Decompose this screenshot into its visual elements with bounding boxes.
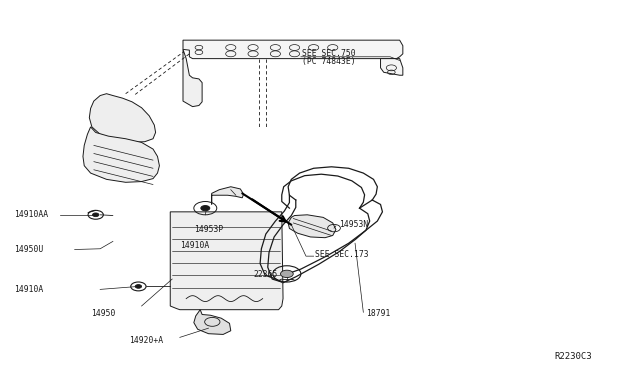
- Polygon shape: [83, 127, 159, 182]
- Polygon shape: [170, 212, 283, 310]
- Polygon shape: [183, 40, 403, 59]
- Polygon shape: [183, 49, 202, 107]
- Text: 14910A: 14910A: [14, 285, 44, 294]
- Polygon shape: [212, 187, 244, 205]
- Text: 14910A: 14910A: [180, 241, 209, 250]
- Polygon shape: [90, 94, 156, 142]
- Text: SEE SEC.750: SEE SEC.750: [302, 49, 356, 58]
- Text: 18791: 18791: [366, 309, 390, 318]
- Text: (PC 74843E): (PC 74843E): [302, 57, 356, 66]
- Text: 14953P: 14953P: [194, 225, 223, 234]
- Text: 14950U: 14950U: [14, 245, 44, 254]
- Circle shape: [201, 206, 210, 211]
- Text: 14953N: 14953N: [339, 220, 369, 229]
- Polygon shape: [381, 59, 403, 75]
- Text: R2230C3: R2230C3: [554, 352, 592, 361]
- Circle shape: [280, 270, 293, 278]
- Circle shape: [93, 213, 99, 217]
- Polygon shape: [194, 310, 231, 334]
- Text: 14920+A: 14920+A: [129, 336, 163, 345]
- Polygon shape: [288, 215, 336, 238]
- Circle shape: [135, 285, 141, 288]
- Text: SEE SEC.173: SEE SEC.173: [315, 250, 369, 259]
- Text: 22365: 22365: [253, 270, 278, 279]
- Text: 14950: 14950: [91, 309, 115, 318]
- Text: 14910AA: 14910AA: [14, 210, 48, 219]
